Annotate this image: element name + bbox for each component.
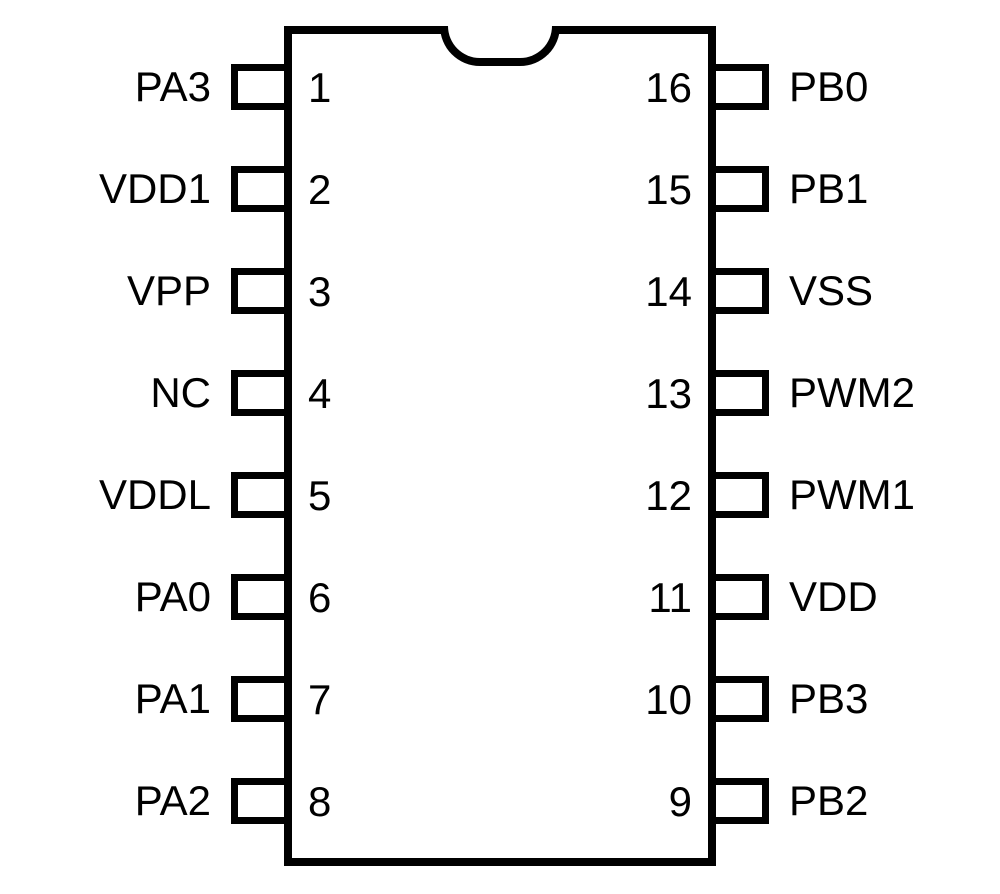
- pin-left-5: VDDL: [20, 466, 284, 524]
- pin-box-icon: [231, 268, 291, 314]
- pin-label: VPP: [127, 267, 211, 315]
- pin-label: PA3: [135, 63, 211, 111]
- pin-right-12: PWM1: [716, 466, 980, 524]
- pin-label: VDDL: [99, 471, 211, 519]
- pin-box-icon: [231, 166, 291, 212]
- pin-label: PB3: [789, 675, 868, 723]
- pin-right-9: PB2: [716, 772, 980, 830]
- pin-number: 8: [308, 778, 331, 826]
- pin-box-icon: [231, 370, 291, 416]
- pin-right-11: VDD: [716, 568, 980, 626]
- pin-box-icon: [231, 778, 291, 824]
- pin-box-icon: [709, 268, 769, 314]
- pin-box-icon: [231, 676, 291, 722]
- pin-number: 2: [308, 166, 331, 214]
- pin-box-icon: [231, 574, 291, 620]
- pin-number: 3: [308, 268, 331, 316]
- pin-box-icon: [709, 676, 769, 722]
- pin-left-7: PA1: [20, 670, 284, 728]
- pin-label: PWM1: [789, 471, 915, 519]
- chip-body: [284, 26, 716, 866]
- pin-label: PB2: [789, 777, 868, 825]
- pin-right-13: PWM2: [716, 364, 980, 422]
- pin-number: 11: [648, 574, 692, 622]
- pin-right-14: VSS: [716, 262, 980, 320]
- pin-number: 1: [308, 64, 331, 112]
- pin-box-icon: [231, 64, 291, 110]
- pin-number: 9: [669, 778, 692, 826]
- pin-box-icon: [709, 778, 769, 824]
- pin-number: 12: [645, 472, 692, 520]
- pin-left-1: PA3: [20, 58, 284, 116]
- pin-label: VDD1: [99, 165, 211, 213]
- ic-chip-diagram: PA31VDD12VPP3NC4VDDL5PA06PA17PA28PB016PB…: [20, 20, 980, 874]
- pin-left-8: PA2: [20, 772, 284, 830]
- pin-right-10: PB3: [716, 670, 980, 728]
- pin-box-icon: [709, 64, 769, 110]
- pin-left-6: PA0: [20, 568, 284, 626]
- pin-label: PWM2: [789, 369, 915, 417]
- pin-label: NC: [150, 369, 211, 417]
- pin-number: 15: [645, 166, 692, 214]
- pin-box-icon: [709, 574, 769, 620]
- pin-number: 10: [645, 676, 692, 724]
- orientation-notch: [440, 26, 560, 66]
- pin-number: 13: [645, 370, 692, 418]
- pin-right-16: PB0: [716, 58, 980, 116]
- pin-box-icon: [709, 472, 769, 518]
- pin-number: 6: [308, 574, 331, 622]
- pin-box-icon: [709, 370, 769, 416]
- pin-label: VDD: [789, 573, 878, 621]
- pin-left-2: VDD1: [20, 160, 284, 218]
- pin-number: 7: [308, 676, 331, 724]
- pin-label: PA2: [135, 777, 211, 825]
- pin-box-icon: [231, 472, 291, 518]
- pin-left-3: VPP: [20, 262, 284, 320]
- pin-label: VSS: [789, 267, 873, 315]
- pin-label: PB0: [789, 63, 868, 111]
- pin-right-15: PB1: [716, 160, 980, 218]
- pin-label: PA1: [135, 675, 211, 723]
- pin-number: 5: [308, 472, 331, 520]
- pin-box-icon: [709, 166, 769, 212]
- pin-left-4: NC: [20, 364, 284, 422]
- pin-number: 4: [308, 370, 331, 418]
- pin-label: PB1: [789, 165, 868, 213]
- pin-number: 14: [645, 268, 692, 316]
- pin-number: 16: [645, 64, 692, 112]
- pin-label: PA0: [135, 573, 211, 621]
